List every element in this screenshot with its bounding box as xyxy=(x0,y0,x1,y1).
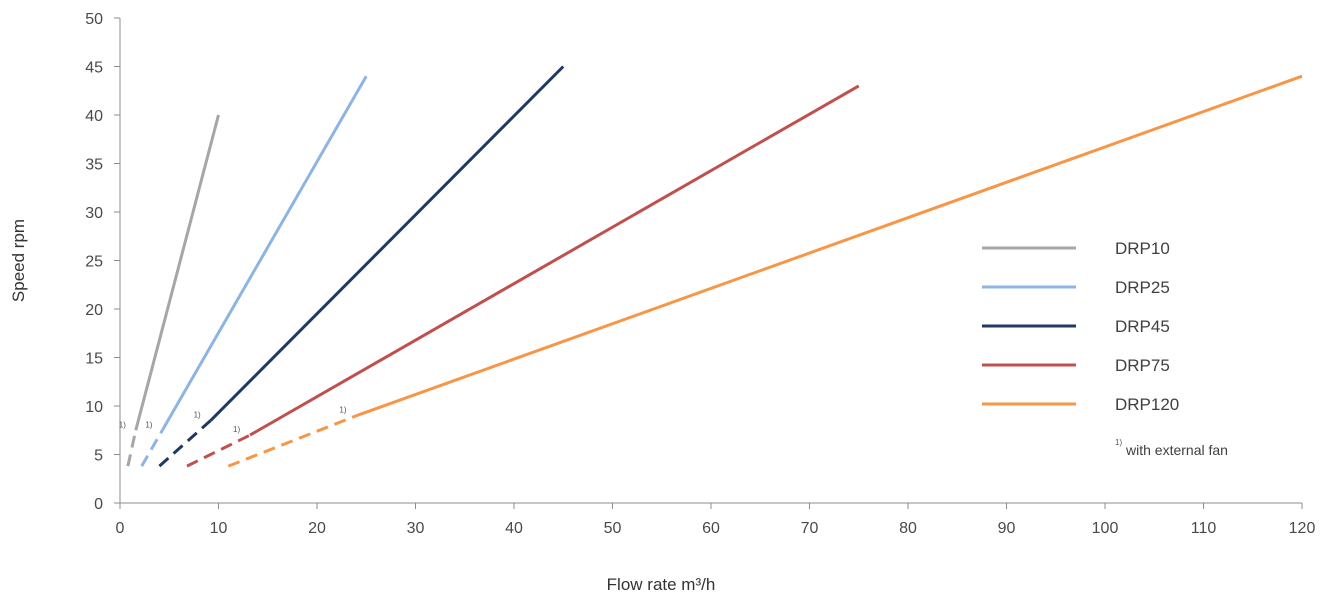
series-drp120-dashed-line xyxy=(227,414,357,468)
x-tick-label: 100 xyxy=(1092,520,1119,537)
series-drp120-solid-line xyxy=(355,74,1303,418)
series-drp45-footnote-mark: 1) xyxy=(194,411,201,420)
x-tick-label: 60 xyxy=(702,520,720,537)
x-axis-title: Flow rate m³/h xyxy=(607,575,716,594)
y-tick-label: 35 xyxy=(85,157,103,174)
axes: 0 10 20 30 40 50 60 70 80 90 100 110 120 0 5 10 15 20 25 3… xyxy=(85,11,1315,537)
x-tick-label: 20 xyxy=(308,520,326,537)
y-tick-label: 10 xyxy=(85,399,103,416)
series-drp120-footnote-mark: 1) xyxy=(339,406,346,415)
x-tick-label: 90 xyxy=(998,520,1016,537)
y-tick-label: 25 xyxy=(85,254,103,271)
y-tick-label: 45 xyxy=(85,60,103,77)
series-drp10-solid-line xyxy=(134,114,220,431)
legend-label-drp10: DRP10 xyxy=(1115,239,1170,258)
y-tick-label: 30 xyxy=(85,205,103,222)
x-tick-label: 50 xyxy=(604,520,622,537)
y-tick-label: 0 xyxy=(94,496,103,513)
legend-label-drp25: DRP25 xyxy=(1115,278,1170,297)
x-ticks: 0 10 20 30 40 50 60 70 80 90 100 110 120 xyxy=(116,503,1316,537)
x-tick-label: 120 xyxy=(1289,520,1316,537)
y-tick-label: 5 xyxy=(94,448,103,465)
legend: DRP10 DRP25 DRP45 DRP75 DRP120 xyxy=(982,239,1179,414)
footnote-marks: 1) 1) 1) 1) 1) xyxy=(119,406,347,434)
y-axis-title: Speed rpm xyxy=(9,219,28,302)
y-tick-label: 20 xyxy=(85,302,103,319)
x-tick-label: 110 xyxy=(1191,520,1217,537)
legend-label-drp45: DRP45 xyxy=(1115,317,1170,336)
footnote: 1) with external fan xyxy=(1115,438,1228,458)
series-drp75-dashed-line xyxy=(186,433,251,468)
series-drp75-solid-line xyxy=(249,84,860,437)
y-tick-label: 50 xyxy=(85,11,103,28)
footnote-text: with external fan xyxy=(1125,442,1228,458)
x-tick-label: 0 xyxy=(116,520,125,537)
series-drp45-dashed-line xyxy=(158,419,212,468)
series-drp25-footnote-mark: 1) xyxy=(145,420,152,429)
y-tick-label: 40 xyxy=(85,108,103,125)
x-tick-label: 40 xyxy=(505,520,523,537)
y-tick-label: 15 xyxy=(85,351,103,368)
x-tick-label: 80 xyxy=(899,520,917,537)
footnote-mark: 1) xyxy=(1115,438,1122,447)
legend-label-drp120: DRP120 xyxy=(1115,395,1179,414)
series-lines xyxy=(126,65,1303,468)
series-drp25-dashed-line xyxy=(140,429,164,467)
series-drp45-solid-line xyxy=(209,65,565,422)
x-tick-label: 70 xyxy=(801,520,819,537)
series-drp75-footnote-mark: 1) xyxy=(233,425,240,434)
x-tick-label: 30 xyxy=(407,520,425,537)
x-tick-label: 10 xyxy=(210,520,228,537)
y-ticks: 0 5 10 15 20 25 30 35 40 45 50 xyxy=(85,11,120,513)
series-drp25-solid-line xyxy=(161,75,368,431)
legend-label-drp75: DRP75 xyxy=(1115,356,1170,375)
series-drp10-dashed-line xyxy=(126,429,138,467)
series-drp10-footnote-mark: 1) xyxy=(119,420,126,429)
